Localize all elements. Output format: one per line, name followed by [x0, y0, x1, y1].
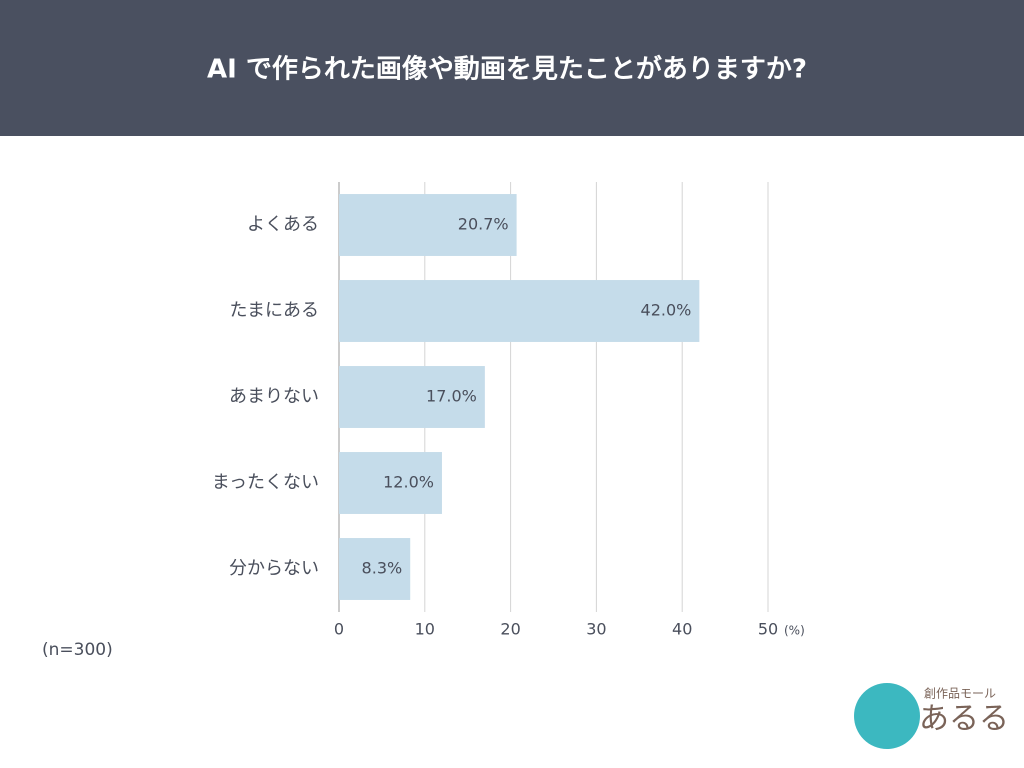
y-tick-label: あまりない	[229, 386, 319, 407]
chart-title: AI で作られた画像や動画を見たことがありますか?	[207, 54, 807, 85]
y-tick-label: よくある	[247, 214, 319, 235]
y-tick-label: たまにある	[230, 300, 319, 321]
x-tick-label: 30	[586, 620, 606, 639]
bar	[339, 538, 411, 600]
x-tick-label: 0	[334, 620, 344, 639]
x-tick-label: 40	[672, 620, 692, 639]
bar	[339, 194, 517, 256]
value-label: 17.0%	[426, 387, 477, 406]
value-label: 42.0%	[641, 301, 692, 320]
logo-tagline: 創作品モール	[924, 687, 996, 701]
value-label: 12.0%	[383, 473, 434, 492]
sample-note: (n=300)	[42, 640, 113, 660]
value-label: 8.3%	[362, 559, 403, 578]
x-unit-label: (%)	[784, 624, 805, 638]
y-tick-label: まったくない	[212, 472, 319, 493]
logo-mark	[854, 683, 920, 749]
header-band	[0, 0, 1024, 136]
x-tick-label: 20	[500, 620, 520, 639]
bar	[339, 366, 485, 428]
bar	[339, 280, 700, 342]
logo-name: あるる	[919, 702, 1009, 737]
x-tick-label: 50	[758, 620, 778, 639]
y-tick-label: 分からない	[229, 558, 319, 579]
x-tick-label: 10	[415, 620, 435, 639]
value-label: 20.7%	[458, 215, 509, 234]
bar	[339, 452, 442, 514]
